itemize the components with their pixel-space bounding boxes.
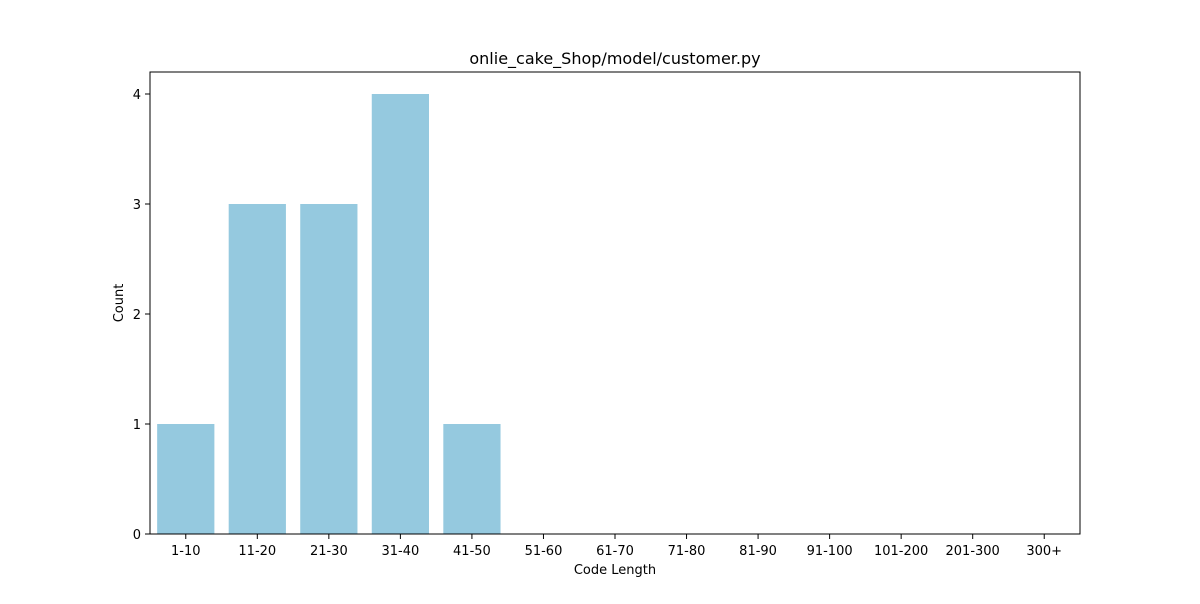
- x-tick-label: 300+: [1026, 544, 1062, 559]
- chart-title: onlie_cake_Shop/model/customer.py: [469, 49, 760, 69]
- x-tick-label: 21-30: [310, 544, 348, 559]
- y-tick-label: 2: [133, 308, 141, 323]
- x-tick-label: 1-10: [171, 544, 201, 559]
- y-axis-label: Count: [112, 284, 127, 323]
- bar-11-20: [229, 204, 286, 534]
- y-tick-label: 4: [133, 88, 141, 103]
- x-tick-label: 101-200: [874, 544, 928, 559]
- bar-41-50: [443, 424, 500, 534]
- x-tick-label: 201-300: [946, 544, 1000, 559]
- y-tick-label: 1: [133, 418, 141, 433]
- x-tick-label: 31-40: [381, 544, 419, 559]
- x-axis-label: Code Length: [574, 563, 656, 578]
- x-tick-label: 41-50: [453, 544, 491, 559]
- y-tick-label: 0: [133, 528, 141, 543]
- y-tick-label: 3: [133, 198, 141, 213]
- x-tick-label: 11-20: [238, 544, 276, 559]
- x-tick-label: 61-70: [596, 544, 634, 559]
- x-tick-label: 51-60: [525, 544, 563, 559]
- x-tick-label: 91-100: [807, 544, 853, 559]
- bar-21-30: [300, 204, 357, 534]
- bar-31-40: [372, 94, 429, 534]
- x-tick-label: 71-80: [668, 544, 706, 559]
- x-tick-label: 81-90: [739, 544, 777, 559]
- bar-1-10: [157, 424, 214, 534]
